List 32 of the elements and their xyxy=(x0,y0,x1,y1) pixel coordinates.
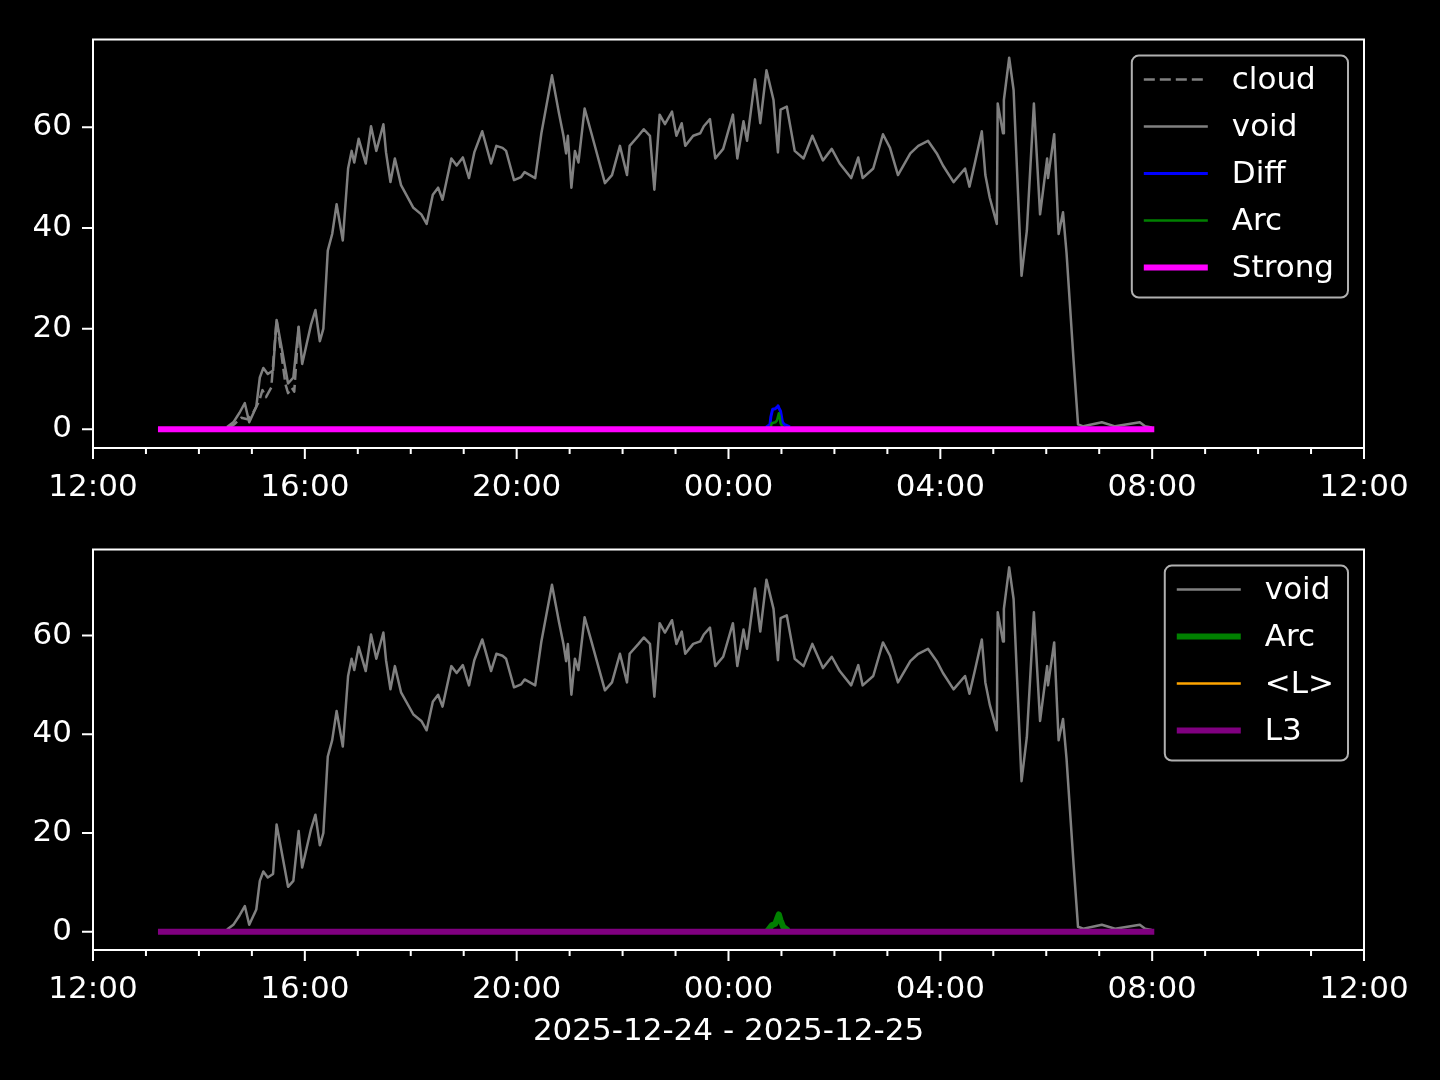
x-tick-label: 12:00 xyxy=(48,466,138,503)
legend-label: L3 xyxy=(1264,710,1302,747)
x-tick-label: 00:00 xyxy=(683,968,774,1005)
y-tick-label: 40 xyxy=(32,713,72,750)
x-tick-label: 16:00 xyxy=(260,466,350,503)
y-tick-label: 40 xyxy=(32,206,72,243)
x-tick-label: 20:00 xyxy=(471,968,562,1005)
legend-label: cloud xyxy=(1231,59,1316,96)
y-tick-label: 0 xyxy=(52,910,72,947)
x-tick-label: 00:00 xyxy=(683,466,774,503)
x-tick-label: 12:00 xyxy=(48,968,138,1005)
x-tick-label: 08:00 xyxy=(1107,466,1197,503)
x-tick-label: 12:00 xyxy=(1319,466,1409,503)
x-tick-label: 08:00 xyxy=(1107,968,1197,1005)
x-tick-label: 12:00 xyxy=(1319,968,1409,1005)
x-tick-label: 04:00 xyxy=(895,968,986,1005)
y-tick-label: 60 xyxy=(32,106,72,143)
x-tick-label: 16:00 xyxy=(260,968,350,1005)
x-axis-title: 2025-12-24 - 2025-12-25 xyxy=(532,1011,925,1048)
x-tick-label: 04:00 xyxy=(895,466,986,503)
y-tick-label: 20 xyxy=(32,812,72,849)
legend-label: Diff xyxy=(1231,153,1287,190)
x-tick-label: 20:00 xyxy=(471,466,562,503)
legend-label: void xyxy=(1264,569,1331,606)
legend-label: void xyxy=(1231,106,1298,143)
legend-label: Strong xyxy=(1231,247,1335,284)
legend-label: <L> xyxy=(1264,663,1335,700)
y-tick-label: 0 xyxy=(52,408,72,445)
y-tick-label: 20 xyxy=(32,307,72,344)
legend-label: Arc xyxy=(1231,200,1283,237)
legend-label: Arc xyxy=(1264,616,1316,653)
y-tick-label: 60 xyxy=(32,614,72,651)
